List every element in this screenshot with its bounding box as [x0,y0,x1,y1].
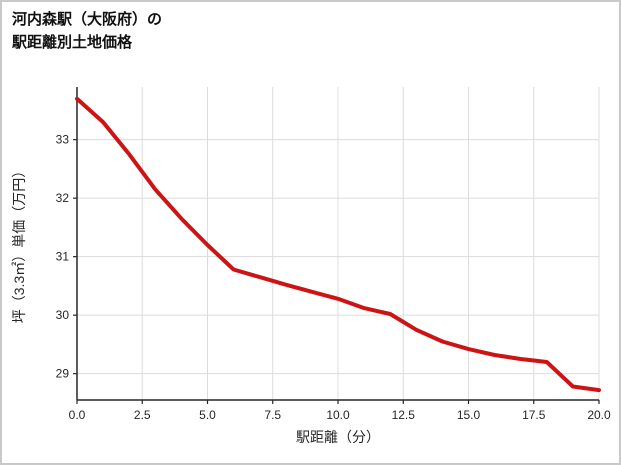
y-axis-label: 坪（3.3㎡）単価（万円） [11,164,27,323]
y-tick-label: 32 [56,191,70,205]
price-line-series [75,96,601,393]
x-tick-label: 0.0 [69,408,86,422]
x-tick-labels: 0.0 2.5 5.0 7.5 10.0 12.5 15.0 17.5 20.0 [69,400,611,422]
y-tick-label: 33 [56,133,70,147]
x-axis-label: 駅距離（分） [296,429,380,445]
x-tick-label: 5.0 [199,408,216,422]
gridlines [76,87,600,400]
chart-title: 河内森駅（大阪府）の 駅距離別土地価格 [12,8,162,55]
x-tick-label: 2.5 [134,408,151,422]
x-tick-label: 12.5 [392,408,416,422]
y-tick-label: 30 [56,308,70,322]
chart-title-line2: 駅距離別土地価格 [12,34,133,52]
y-tick-label: 31 [56,250,70,264]
x-tick-label: 15.0 [457,408,481,422]
x-tick-label: 7.5 [264,408,281,422]
y-tick-label: 29 [56,367,70,381]
chart-title-line1: 河内森駅（大阪府）の [12,11,163,28]
x-tick-label: 17.5 [522,408,546,422]
x-tick-label: 10.0 [326,408,350,422]
x-tick-label: 20.0 [587,408,611,422]
y-tick-labels: 29 30 31 32 33 [56,133,77,381]
